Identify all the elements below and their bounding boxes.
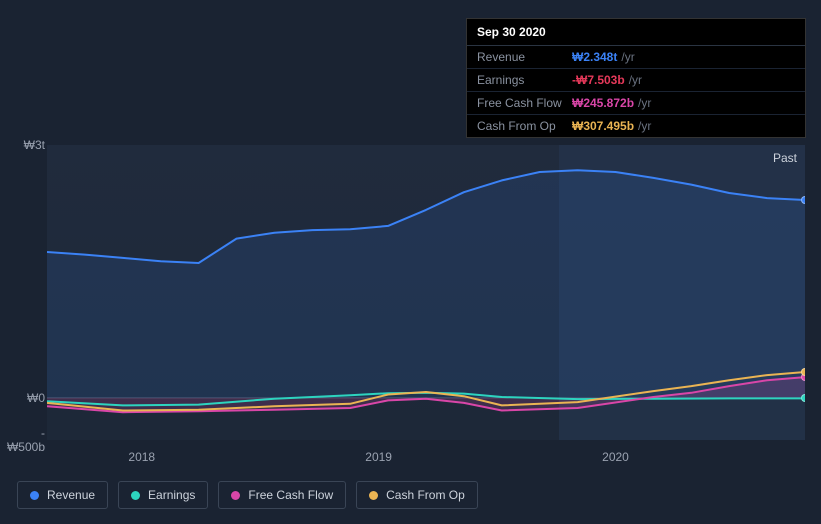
tooltip-metric-value: -₩7.503b (572, 73, 625, 87)
legend-item[interactable]: Earnings (118, 481, 208, 509)
x-axis-label: 2019 (365, 450, 392, 464)
legend-item[interactable]: Cash From Op (356, 481, 478, 509)
y-axis-label: ₩3t (24, 138, 45, 152)
tooltip-metric-value: ₩307.495b (572, 119, 634, 133)
tooltip-row: Cash From Op₩307.495b/yr (467, 115, 805, 137)
financials-chart: ₩3t₩0-₩500b Past 201820192020 (17, 120, 805, 515)
plot-area[interactable]: Past (47, 145, 805, 440)
series-end-marker (801, 368, 805, 376)
tooltip-metric-label: Revenue (477, 50, 572, 64)
tooltip-metric-value: ₩2.348t (572, 50, 617, 64)
tooltip-metric-unit: /yr (638, 119, 651, 133)
legend-item[interactable]: Revenue (17, 481, 108, 509)
legend: Revenue Earnings Free Cash Flow Cash From O… (17, 481, 478, 509)
legend-item[interactable]: Free Cash Flow (218, 481, 346, 509)
tooltip-metric-value: ₩245.872b (572, 96, 634, 110)
tooltip-metric-label: Free Cash Flow (477, 96, 572, 110)
tooltip-metric-label: Earnings (477, 73, 572, 87)
tooltip-row: Free Cash Flow₩245.872b/yr (467, 92, 805, 115)
legend-dot-icon (231, 491, 240, 500)
tooltip-metric-unit: /yr (638, 96, 651, 110)
tooltip-row: Revenue₩2.348t/yr (467, 46, 805, 69)
legend-dot-icon (30, 491, 39, 500)
x-axis-label: 2020 (602, 450, 629, 464)
tooltip-row: Earnings-₩7.503b/yr (467, 69, 805, 92)
y-axis-label: ₩0 (27, 391, 45, 405)
tooltip-date: Sep 30 2020 (467, 19, 805, 46)
legend-dot-icon (369, 491, 378, 500)
chart-lines (47, 145, 805, 440)
series-end-marker (801, 394, 805, 402)
x-axis: 2018 2019 2020 (47, 450, 805, 470)
x-axis-label: 2018 (128, 450, 155, 464)
tooltip-metric-unit: /yr (621, 50, 634, 64)
past-label: Past (773, 151, 797, 165)
legend-label: Revenue (47, 488, 95, 502)
y-axis-label: -₩500b (7, 426, 45, 454)
legend-label: Free Cash Flow (248, 488, 333, 502)
tooltip-metric-label: Cash From Op (477, 119, 572, 133)
data-tooltip: Sep 30 2020 Revenue₩2.348t/yrEarnings-₩7… (466, 18, 806, 138)
legend-label: Earnings (148, 488, 195, 502)
tooltip-metric-unit: /yr (629, 73, 642, 87)
series-end-marker (801, 196, 805, 204)
legend-label: Cash From Op (386, 488, 465, 502)
legend-dot-icon (131, 491, 140, 500)
